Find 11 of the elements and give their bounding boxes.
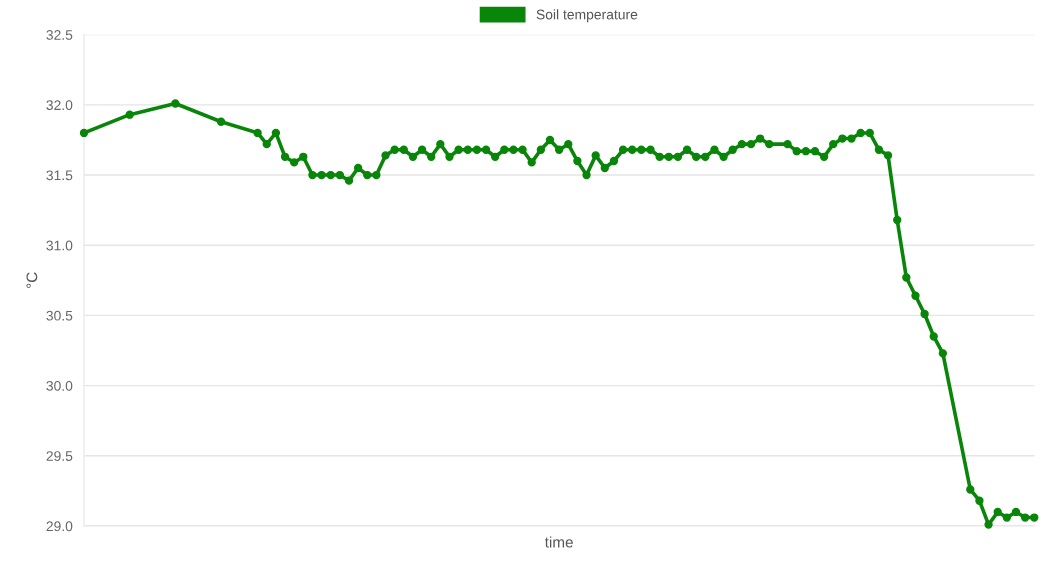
y-tick-label: 31.0 xyxy=(46,240,73,251)
legend-label: Soil temperature xyxy=(536,9,638,23)
y-tick-label: 30.5 xyxy=(46,310,73,321)
y-tick-label: 31.5 xyxy=(46,170,73,181)
y-tick-label: 29.5 xyxy=(46,451,73,461)
y-tick-label: 29.0 xyxy=(46,521,73,532)
y-tick-label: 32.0 xyxy=(46,100,73,111)
x-axis-title: time xyxy=(544,536,573,548)
y-tick-label: 30.0 xyxy=(46,380,73,391)
y-tick-label: 32.5 xyxy=(46,30,73,40)
y-axis-title: °C xyxy=(26,272,38,288)
